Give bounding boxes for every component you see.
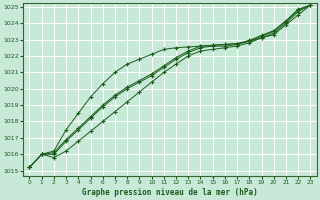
X-axis label: Graphe pression niveau de la mer (hPa): Graphe pression niveau de la mer (hPa) [82,188,258,197]
